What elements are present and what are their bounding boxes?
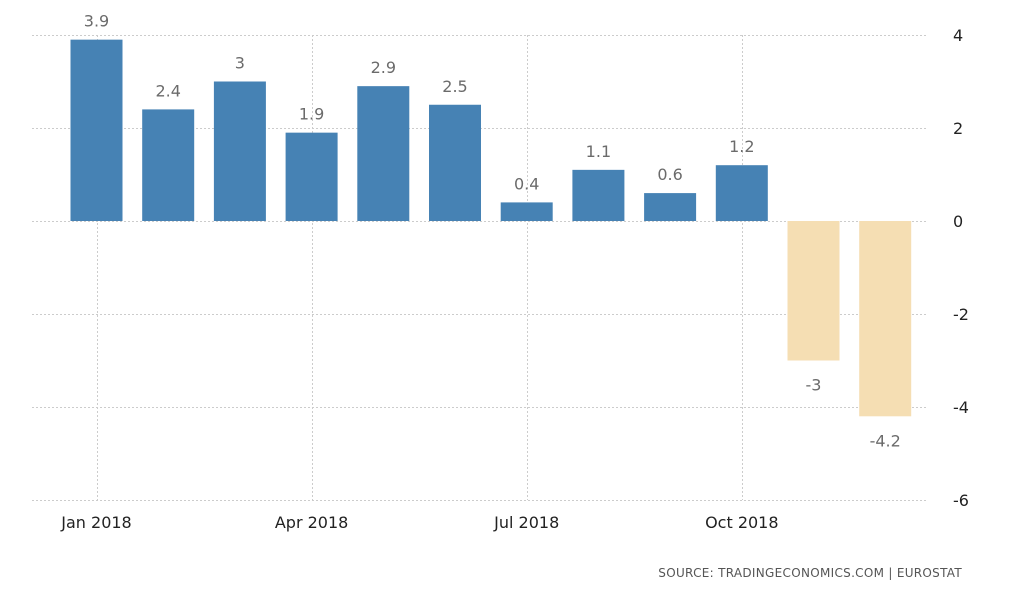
bar xyxy=(572,169,625,221)
x-tick-label: Jan 2018 xyxy=(60,513,131,532)
data-labels: 3.9 2.4 3 1.9 2.9 2.5 0.4 1.1 0.6 1.2 -3 -4.2 xyxy=(84,12,901,451)
data-label: 0.6 xyxy=(657,165,682,184)
source-note: SOURCE: TRADINGECONOMICS.COM | EUROSTAT xyxy=(658,566,962,580)
bar xyxy=(429,104,481,221)
bar xyxy=(285,132,338,221)
data-label: 3.9 xyxy=(84,12,109,31)
bar xyxy=(142,109,195,221)
data-label: -4.2 xyxy=(870,431,901,450)
data-label: 3 xyxy=(235,54,245,73)
bar xyxy=(357,86,410,222)
y-tick-label: -2 xyxy=(953,305,969,324)
data-label: 1.9 xyxy=(299,105,324,124)
bar xyxy=(213,81,266,221)
x-tick-label: Jul 2018 xyxy=(493,513,559,532)
bar xyxy=(644,193,697,221)
y-tick-label: -6 xyxy=(953,491,969,510)
bar xyxy=(715,165,768,221)
x-axis-ticks: Jan 2018 Apr 2018 Jul 2018 Oct 2018 xyxy=(60,513,778,532)
data-label: 1.2 xyxy=(729,137,754,156)
bars xyxy=(70,39,912,417)
y-tick-label: 0 xyxy=(953,212,963,231)
x-tick-label: Oct 2018 xyxy=(705,513,778,532)
data-label: 2.9 xyxy=(371,58,396,77)
bar xyxy=(70,39,123,222)
data-label: 2.5 xyxy=(442,77,467,96)
data-label: -3 xyxy=(806,376,822,395)
bar xyxy=(787,221,840,361)
data-label: 0.4 xyxy=(514,174,539,193)
bar xyxy=(500,202,553,221)
data-label: 2.4 xyxy=(155,81,180,100)
y-tick-label: -4 xyxy=(953,398,969,417)
data-label: 1.1 xyxy=(586,142,611,161)
y-tick-label: 4 xyxy=(953,26,963,45)
x-tick-label: Apr 2018 xyxy=(275,513,348,532)
y-axis-ticks: 4 2 0 -2 -4 -6 xyxy=(953,26,969,510)
bar xyxy=(859,221,912,417)
y-tick-label: 2 xyxy=(953,119,963,138)
